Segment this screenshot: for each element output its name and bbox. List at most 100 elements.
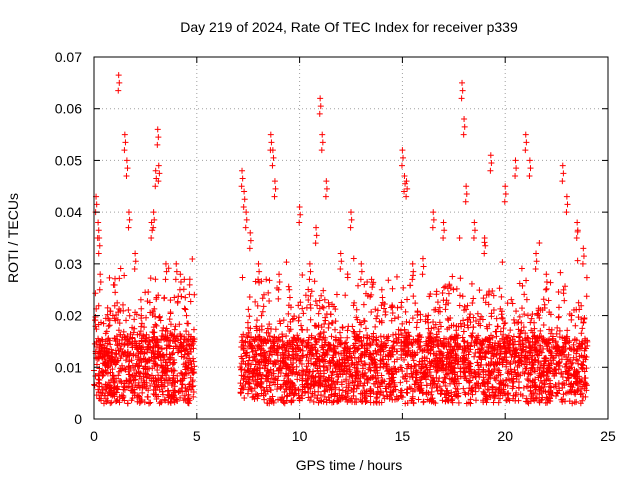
data-point <box>322 193 329 200</box>
data-point <box>445 290 452 297</box>
data-point <box>398 304 405 311</box>
y-tick-label: 0.01 <box>55 359 82 375</box>
data-point <box>328 319 335 326</box>
data-point <box>360 365 367 372</box>
data-point <box>113 398 120 405</box>
data-point <box>289 370 296 377</box>
data-point <box>508 371 515 378</box>
data-point <box>104 336 111 343</box>
data-point <box>399 320 406 327</box>
data-point <box>516 313 523 320</box>
data-point <box>138 312 145 319</box>
data-point <box>317 381 324 388</box>
data-point <box>400 154 407 161</box>
data-point <box>467 377 474 384</box>
data-point <box>551 373 558 380</box>
data-point <box>165 265 172 272</box>
data-point <box>95 227 102 234</box>
data-point <box>398 387 405 394</box>
x-tick-label: 0 <box>90 428 98 444</box>
data-point <box>294 376 301 383</box>
data-point <box>388 375 395 382</box>
data-point <box>336 368 343 375</box>
data-point <box>559 178 566 185</box>
data-point <box>536 239 543 246</box>
data-point <box>151 329 158 336</box>
data-point <box>464 302 471 309</box>
data-point <box>541 305 548 312</box>
data-point <box>470 324 477 331</box>
data-point <box>285 372 292 379</box>
data-point <box>307 268 314 275</box>
data-point <box>297 355 304 362</box>
data-point <box>189 382 196 389</box>
data-point <box>477 340 484 347</box>
data-point <box>170 375 177 382</box>
data-point <box>446 346 453 353</box>
data-point <box>290 382 297 389</box>
data-point <box>361 345 368 352</box>
data-point <box>155 178 162 185</box>
data-point <box>453 285 460 292</box>
data-point <box>570 370 577 377</box>
data-point <box>516 333 523 340</box>
data-point <box>161 294 168 301</box>
data-point <box>122 366 129 373</box>
data-point <box>568 312 575 319</box>
data-point <box>483 393 490 400</box>
data-point <box>95 321 102 328</box>
data-point <box>182 396 189 403</box>
data-point <box>361 318 368 325</box>
data-point <box>157 337 164 344</box>
data-point <box>109 312 116 319</box>
data-point <box>561 297 568 304</box>
data-point <box>363 349 370 356</box>
data-point <box>466 360 473 367</box>
data-point <box>485 348 492 355</box>
data-point <box>412 378 419 385</box>
data-point <box>92 290 99 297</box>
data-point <box>354 369 361 376</box>
data-point <box>503 354 510 361</box>
data-point <box>351 299 358 306</box>
data-point <box>471 227 478 234</box>
data-point <box>249 348 256 355</box>
data-point <box>317 95 324 102</box>
data-point <box>483 292 490 299</box>
data-point <box>92 373 99 380</box>
data-point <box>328 346 335 353</box>
data-point <box>488 160 495 167</box>
data-point <box>269 147 276 154</box>
data-point <box>480 295 487 302</box>
data-point <box>334 373 341 380</box>
data-point <box>372 323 379 330</box>
data-point <box>186 281 193 288</box>
x-tick-label: 25 <box>600 428 616 444</box>
data-point <box>167 330 174 337</box>
data-point <box>258 312 265 319</box>
data-point <box>126 216 133 223</box>
data-point <box>358 260 365 267</box>
data-point <box>282 373 289 380</box>
data-point <box>303 363 310 370</box>
data-point <box>257 337 264 344</box>
data-point <box>360 301 367 308</box>
data-point <box>306 260 313 267</box>
data-point <box>488 359 495 366</box>
data-point <box>169 393 176 400</box>
data-point <box>540 334 547 341</box>
data-point <box>460 328 467 335</box>
data-point <box>579 366 586 373</box>
data-point <box>328 391 335 398</box>
data-point <box>120 383 127 390</box>
data-point <box>267 379 274 386</box>
data-point <box>156 314 163 321</box>
data-point <box>564 327 571 334</box>
data-point <box>243 332 250 339</box>
data-point <box>238 339 245 346</box>
data-point <box>563 368 570 375</box>
data-point <box>156 170 163 177</box>
data-point <box>300 352 307 359</box>
data-point <box>162 260 169 267</box>
data-point <box>156 400 163 407</box>
